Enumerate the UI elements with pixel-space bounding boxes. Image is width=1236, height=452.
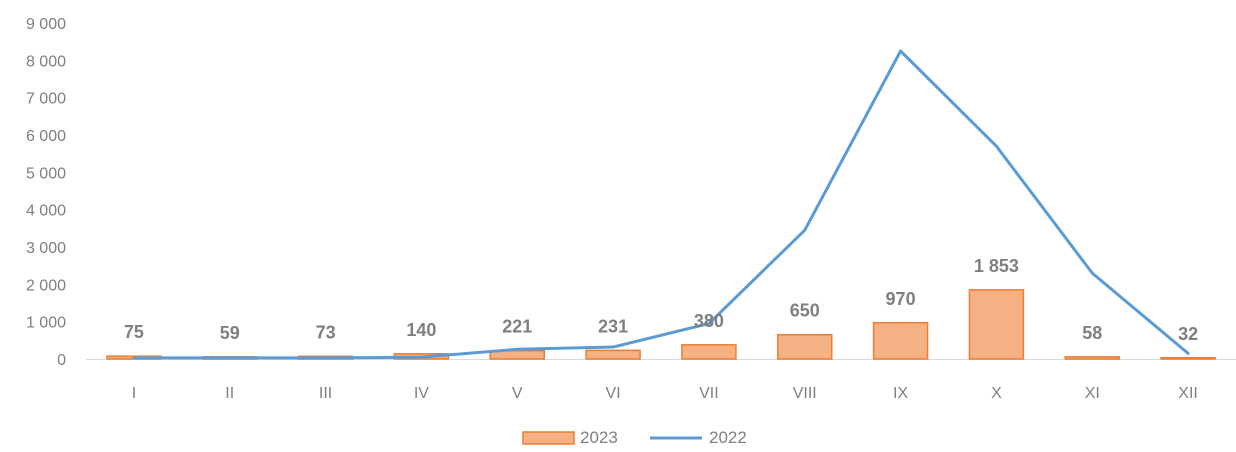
data-label: 1 853 [974,256,1019,276]
x-tick-label: XI [1085,385,1100,402]
y-tick-label: 6 000 [26,128,66,145]
bar [777,333,833,360]
x-tick-label: IV [414,385,429,402]
y-tick-label: 4 000 [26,203,66,220]
data-label: 73 [316,322,336,342]
data-label: 970 [886,289,916,309]
y-tick-label: 2 000 [26,277,66,294]
x-tick-label: IX [893,385,908,402]
bar [872,322,929,360]
x-tick-label: VI [606,385,621,402]
x-tick-label: III [319,385,332,402]
data-label: 58 [1082,323,1102,343]
y-tick-label: 7 000 [26,91,66,108]
y-tick-label: 5 000 [26,165,66,182]
x-tick-label: XII [1178,385,1198,402]
x-tick-label: VIII [793,385,817,402]
x-tick-label: I [132,385,136,402]
x-tick-label: V [512,385,523,402]
x-tick-label: X [991,385,1002,402]
y-tick-label: 9 000 [26,16,66,33]
legend-label-2022: 2022 [709,428,747,447]
bar [1160,357,1216,360]
bar [585,349,641,360]
data-label: 59 [220,323,240,343]
bar [681,344,737,360]
data-label: 231 [598,316,628,336]
data-label: 380 [694,311,724,331]
data-label: 32 [1178,324,1198,344]
data-label: 650 [790,301,820,321]
data-label: 75 [124,322,144,342]
legend-swatch-2023 [522,431,575,445]
series-line-2022 [132,49,1190,360]
x-tick-label: II [225,385,234,402]
y-tick-label: 3 000 [26,240,66,257]
bar [968,289,1025,360]
y-tick-label: 8 000 [26,53,66,70]
data-label: 221 [502,317,532,337]
y-tick-label: 1 000 [26,315,66,332]
data-label: 140 [406,320,436,340]
legend-label-2023: 2023 [580,428,618,447]
x-tick-label: VII [699,385,719,402]
y-tick-label: 0 [57,352,66,369]
bar [1064,356,1120,360]
